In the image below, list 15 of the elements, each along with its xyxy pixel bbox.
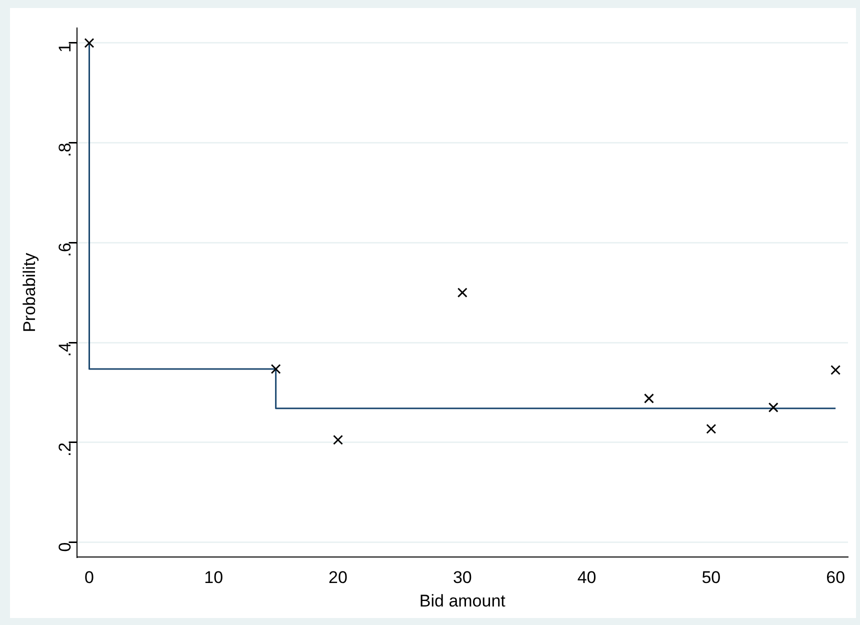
x-tick-label: 10 [204,568,224,588]
x-tick-label: 50 [702,568,721,588]
x-tick-label: 60 [826,568,846,588]
x-axis-title: Bid amount [419,591,506,610]
y-tick-label: .8 [55,142,74,158]
y-tick-label: .6 [55,242,74,257]
y-tick-label: .4 [55,342,74,357]
x-tick-label: 20 [328,568,348,588]
x-tick-label: 30 [452,568,472,588]
y-tick-label: 0 [55,542,74,552]
y-tick-label: .2 [55,442,74,457]
x-tick-label: 40 [577,568,596,588]
x-tick-label: 0 [84,568,94,588]
y-tick-label: 1 [55,42,74,52]
y-axis-title: Probability [20,252,39,332]
